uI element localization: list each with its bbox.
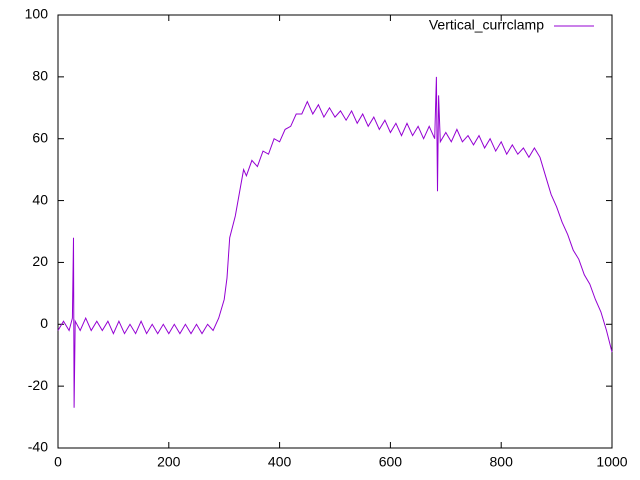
x-tick-label: 800 <box>490 454 514 470</box>
x-tick-label: 600 <box>379 454 403 470</box>
x-tick-label: 400 <box>268 454 292 470</box>
x-tick-label: 1000 <box>596 454 627 470</box>
data-line <box>57 76 613 408</box>
y-tick-label: 40 <box>32 191 48 207</box>
legend-label: Vertical_currclamp <box>429 17 544 33</box>
y-tick-label: -20 <box>28 377 48 393</box>
plot-border <box>57 14 613 449</box>
y-tick-label: -40 <box>28 439 48 455</box>
x-tick-label: 0 <box>54 454 62 470</box>
y-tick-label: 20 <box>32 253 48 269</box>
x-tick-label: 200 <box>157 454 181 470</box>
y-tick-label: 100 <box>25 6 49 22</box>
y-tick-label: 0 <box>40 315 48 331</box>
y-tick-label: 80 <box>32 68 48 84</box>
y-tick-label: 60 <box>32 129 48 145</box>
